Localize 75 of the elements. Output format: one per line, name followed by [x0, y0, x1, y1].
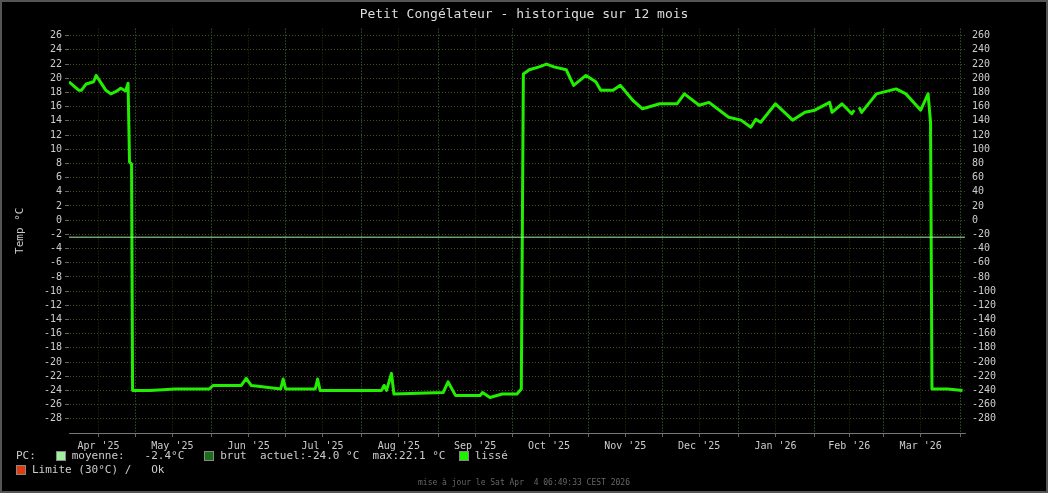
y-tick-label: -28	[43, 412, 62, 424]
x-tick-label: Jan '26	[754, 439, 797, 451]
y-tick-label: -16	[43, 327, 62, 339]
text: PC:	[16, 449, 36, 462]
y2-tick-label: -120	[972, 298, 997, 310]
y-tick-label: 16	[49, 100, 62, 112]
x-tick-label: Apr '25	[77, 439, 120, 451]
y-tick-label: 8	[55, 156, 62, 168]
y2-tick-label: -220	[972, 369, 997, 381]
x-tick-label: Nov '25	[604, 439, 647, 451]
y-tick-label: 20	[49, 71, 62, 83]
y-tick-label: -20	[43, 355, 62, 367]
y2-tick-label: -20	[972, 227, 991, 239]
y2-tick-label: 20	[972, 199, 985, 211]
y2-tick-label: -140	[972, 313, 997, 325]
y-tick-label: 12	[49, 128, 62, 140]
x-tick-label: Dec '25	[678, 439, 721, 451]
y-tick-label: 24	[49, 43, 62, 55]
y-tick-label: -26	[43, 398, 62, 410]
y2-tick-label: -160	[972, 327, 997, 339]
y2-tick-label: 220	[972, 57, 991, 69]
y2-tick-label: -40	[972, 242, 991, 254]
y-tick-label: 26	[49, 29, 62, 41]
legend-label: brut	[220, 449, 247, 462]
legend-label: lissé	[474, 449, 508, 462]
y2-tick-label: -60	[972, 256, 991, 268]
y2-tick-label: -180	[972, 341, 997, 353]
y-tick-label: -10	[43, 284, 62, 296]
x-tick-label: Aug '25	[377, 439, 420, 451]
y-tick-label: 18	[49, 86, 62, 98]
y2-tick-label: 200	[972, 71, 991, 83]
y-tick-label: 0	[55, 213, 62, 225]
x-tick-label: Sep '25	[454, 439, 497, 451]
x-tick-label: Oct '25	[527, 439, 571, 451]
y-tick-label: 22	[49, 57, 62, 69]
y-tick-label: 10	[49, 142, 62, 154]
y-tick-label: -2	[49, 227, 62, 239]
y-tick-label: -4	[49, 242, 62, 254]
y-tick-label: -8	[49, 270, 62, 282]
y-tick-label: -18	[43, 341, 62, 353]
chart-title: Petit Congélateur - historique sur 12 mois	[359, 6, 689, 22]
y2-tick-label: 0	[972, 213, 979, 225]
y-tick-label: -6	[49, 256, 62, 268]
y2-tick-label: -240	[972, 384, 997, 396]
y2-tick-label: -80	[972, 270, 991, 282]
text: mise à jour le Sat Apr 4 06:49:33 CEST 2026	[417, 478, 631, 487]
y2-tick-label: 120	[972, 128, 991, 140]
y-tick-label: 14	[49, 114, 62, 126]
y-tick-label: -24	[43, 384, 62, 396]
x-tick-label: Feb '26	[828, 439, 871, 451]
y2-tick-label: 100	[972, 142, 991, 154]
y-axis-title: Temp °C	[13, 207, 27, 254]
text: Limite (30°C) / Ok	[32, 463, 165, 476]
x-tick-label: Jun '25	[227, 439, 270, 451]
y2-tick-label: 260	[972, 29, 991, 41]
y-tick-label: 4	[55, 185, 62, 197]
x-tick-label: Jul '25	[301, 439, 344, 451]
y-tick-label: -14	[43, 313, 62, 325]
y-tick-label: -12	[43, 298, 62, 310]
y2-tick-label: -260	[972, 398, 997, 410]
y2-tick-label: 80	[972, 156, 985, 168]
x-tick-label: May '25	[151, 439, 194, 451]
y-tick-label: 2	[55, 199, 62, 211]
y2-tick-label: 140	[972, 114, 991, 126]
y2-tick-label: -100	[972, 284, 997, 296]
y2-tick-label: -200	[972, 355, 997, 367]
y-tick-label: -22	[43, 369, 62, 381]
x-tick-label: Mar '26	[899, 439, 942, 451]
y2-tick-label: -280	[972, 412, 997, 424]
y2-tick-label: 160	[972, 100, 991, 112]
y-tick-label: 6	[55, 171, 62, 183]
y2-tick-label: 60	[972, 171, 985, 183]
y2-tick-label: 40	[972, 185, 985, 197]
y2-tick-label: 240	[972, 43, 991, 55]
y2-tick-label: 180	[972, 86, 991, 98]
